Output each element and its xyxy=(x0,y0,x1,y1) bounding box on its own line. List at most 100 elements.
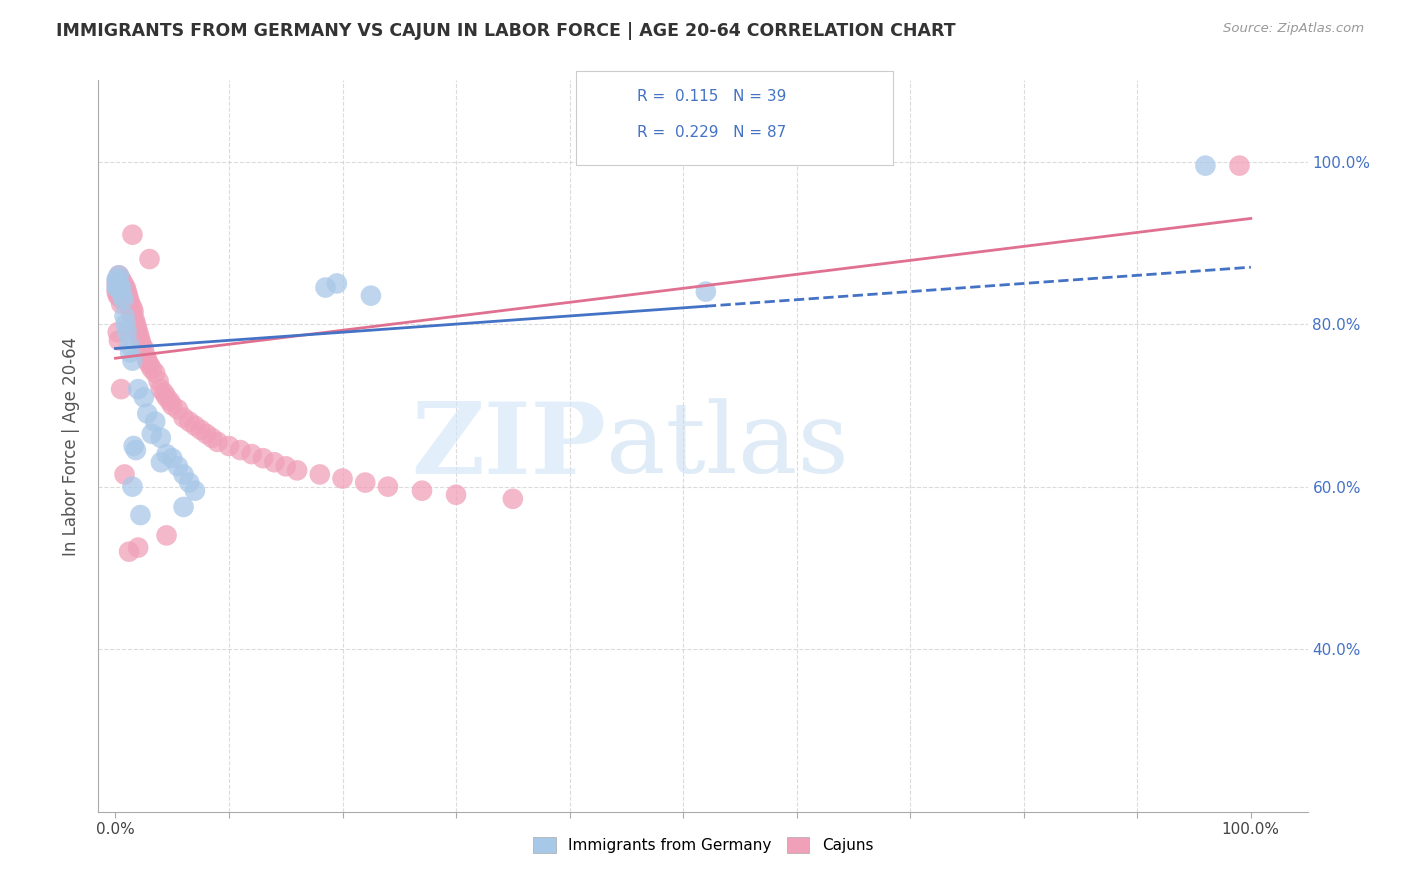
Point xyxy=(110,272,132,286)
Point xyxy=(240,447,263,461)
Point xyxy=(122,305,145,319)
Point xyxy=(160,398,183,412)
Point xyxy=(115,293,138,307)
Point xyxy=(110,288,132,302)
Point xyxy=(121,309,143,323)
Point xyxy=(229,443,252,458)
Point xyxy=(149,431,172,445)
Point xyxy=(143,415,166,429)
Point xyxy=(121,480,143,494)
Point xyxy=(115,285,138,299)
Point xyxy=(695,285,717,299)
Point xyxy=(111,293,134,307)
Point xyxy=(108,288,131,302)
Point xyxy=(173,500,195,514)
Point xyxy=(207,434,229,449)
Point xyxy=(112,293,135,307)
Point xyxy=(315,280,337,294)
Point xyxy=(201,431,224,445)
Point xyxy=(122,439,145,453)
Point xyxy=(111,277,134,291)
Point xyxy=(136,353,159,368)
Point xyxy=(125,321,148,335)
Point xyxy=(127,382,149,396)
Point xyxy=(120,297,142,311)
Point xyxy=(444,488,467,502)
Point xyxy=(190,423,212,437)
Point xyxy=(112,285,135,299)
Point xyxy=(108,288,131,302)
Point xyxy=(129,334,152,348)
Point xyxy=(115,325,138,339)
Point xyxy=(107,325,129,339)
Point xyxy=(141,361,163,376)
Point xyxy=(167,459,190,474)
Point xyxy=(118,293,141,307)
Point xyxy=(120,345,142,359)
Point xyxy=(107,280,129,294)
Point xyxy=(114,288,136,302)
Y-axis label: In Labor Force | Age 20-64: In Labor Force | Age 20-64 xyxy=(62,336,80,556)
Point xyxy=(105,277,128,291)
Point xyxy=(1229,159,1251,173)
Point xyxy=(218,439,240,453)
Point xyxy=(138,358,160,372)
Point xyxy=(274,459,297,474)
Point xyxy=(128,329,150,343)
Point xyxy=(285,463,308,477)
Point xyxy=(108,272,131,286)
Point xyxy=(114,280,136,294)
Point xyxy=(125,317,148,331)
Point xyxy=(136,407,159,421)
Point xyxy=(112,293,135,307)
Point xyxy=(195,426,218,441)
Text: atlas: atlas xyxy=(606,398,849,494)
Point xyxy=(252,451,274,466)
Point xyxy=(108,280,131,294)
Point xyxy=(1194,159,1216,173)
Point xyxy=(114,280,136,294)
Point xyxy=(149,382,172,396)
Point xyxy=(184,483,207,498)
Point xyxy=(132,342,155,356)
Point xyxy=(131,337,153,351)
Point xyxy=(135,350,157,364)
Point xyxy=(149,455,172,469)
Point xyxy=(118,544,141,558)
Point xyxy=(114,317,136,331)
Legend: Immigrants from Germany, Cajuns: Immigrants from Germany, Cajuns xyxy=(527,830,879,859)
Point xyxy=(377,480,399,494)
Point xyxy=(360,288,382,302)
Point xyxy=(167,402,190,417)
Point xyxy=(121,353,143,368)
Point xyxy=(326,277,349,291)
Point xyxy=(179,475,201,490)
Point xyxy=(117,297,139,311)
Point xyxy=(108,277,131,291)
Text: IMMIGRANTS FROM GERMANY VS CAJUN IN LABOR FORCE | AGE 20-64 CORRELATION CHART: IMMIGRANTS FROM GERMANY VS CAJUN IN LABO… xyxy=(56,22,956,40)
Point xyxy=(108,280,131,294)
Text: ZIP: ZIP xyxy=(412,398,606,494)
Point xyxy=(332,471,354,485)
Point xyxy=(155,390,177,404)
Text: Source: ZipAtlas.com: Source: ZipAtlas.com xyxy=(1223,22,1364,36)
Point xyxy=(138,252,160,266)
Point xyxy=(159,394,181,409)
Point xyxy=(155,447,177,461)
Point xyxy=(107,272,129,286)
Point xyxy=(502,491,524,506)
Point xyxy=(173,410,195,425)
Point xyxy=(105,285,128,299)
Point xyxy=(129,508,152,522)
Point xyxy=(114,309,136,323)
Point xyxy=(354,475,377,490)
Point xyxy=(153,386,176,401)
Point xyxy=(108,268,131,283)
Point xyxy=(110,280,132,294)
Point xyxy=(107,272,129,286)
Point xyxy=(121,301,143,315)
Point xyxy=(111,285,134,299)
Point xyxy=(184,418,207,433)
Point xyxy=(114,467,136,482)
Point xyxy=(127,325,149,339)
